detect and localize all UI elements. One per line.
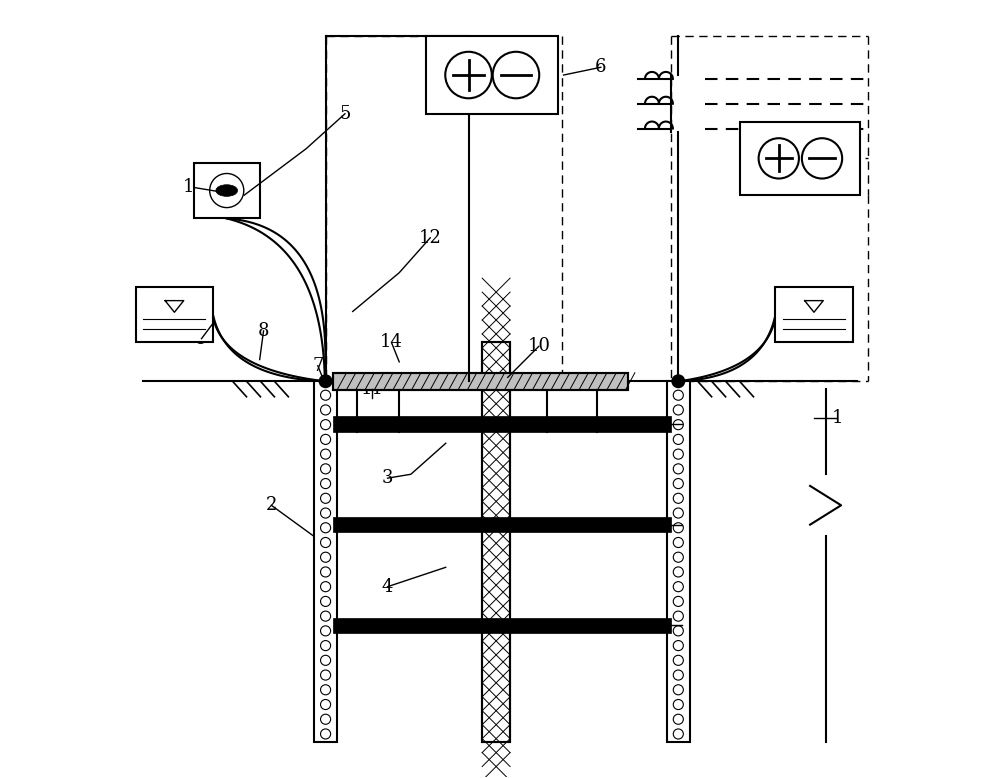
- Bar: [333, 416, 671, 432]
- Bar: [136, 286, 213, 342]
- Circle shape: [671, 374, 685, 388]
- Text: 13: 13: [182, 178, 205, 196]
- Bar: [482, 342, 510, 741]
- Text: 9: 9: [196, 330, 207, 348]
- Bar: [314, 381, 337, 741]
- Text: 1: 1: [831, 409, 843, 427]
- Text: 14: 14: [380, 334, 403, 352]
- Text: 4: 4: [382, 578, 393, 596]
- Bar: [333, 618, 671, 633]
- Bar: [740, 121, 860, 195]
- Text: 5: 5: [339, 105, 351, 123]
- Text: 11: 11: [361, 380, 384, 398]
- Ellipse shape: [216, 184, 238, 196]
- Circle shape: [319, 374, 333, 388]
- Text: 10: 10: [527, 338, 550, 356]
- Text: 2: 2: [266, 496, 277, 514]
- Bar: [333, 517, 671, 532]
- Text: 3: 3: [382, 469, 393, 487]
- Text: 12: 12: [419, 229, 442, 247]
- Bar: [667, 381, 690, 741]
- Text: 7: 7: [312, 357, 324, 375]
- Text: 8: 8: [258, 322, 269, 340]
- Text: 6: 6: [595, 58, 607, 76]
- Bar: [333, 373, 628, 390]
- Bar: [333, 373, 628, 390]
- Bar: [482, 342, 510, 741]
- Bar: [775, 286, 853, 342]
- Bar: [194, 163, 260, 219]
- Bar: [426, 37, 558, 114]
